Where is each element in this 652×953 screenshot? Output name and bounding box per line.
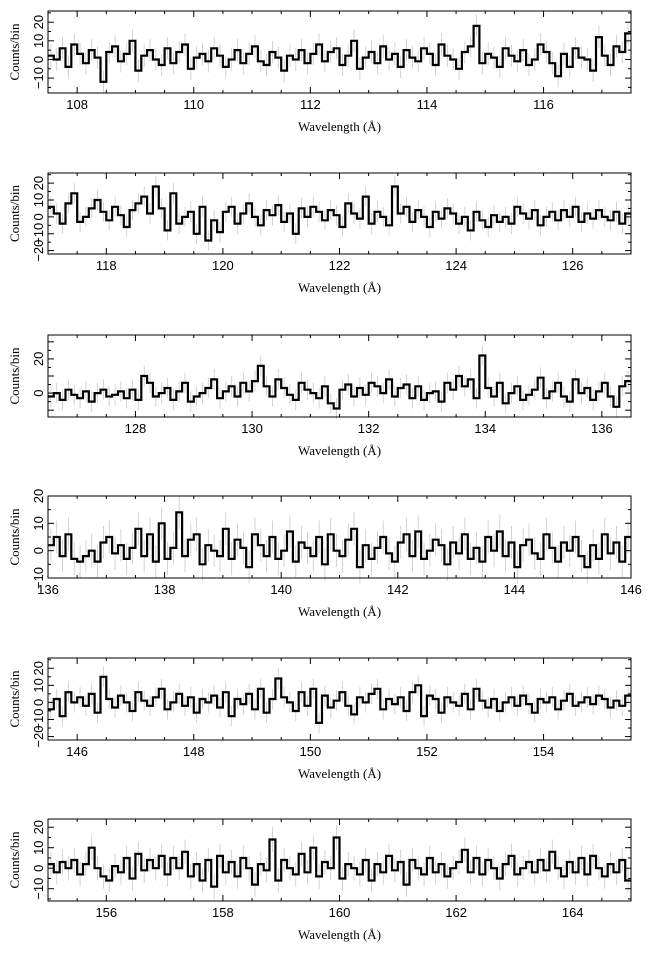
- x-tick-label: 150: [299, 744, 321, 759]
- x-tick-label: 118: [96, 258, 117, 273]
- x-tick-label: 142: [387, 582, 409, 597]
- y-axis-title: Counts/bin: [7, 670, 22, 728]
- x-tick-label: 146: [620, 582, 642, 597]
- x-tick-label: 126: [562, 258, 584, 273]
- x-tick-label: 136: [591, 421, 613, 436]
- x-axis-title: Wavelength (Å): [298, 604, 381, 619]
- x-axis: 118 120 122 124 126: [47, 173, 632, 273]
- x-tick-label: 152: [416, 744, 438, 759]
- panel-2: 118 120 122 124 126 Wavelength (Å) −20−10 0 10 20…: [7, 172, 632, 295]
- x-axis: 146 148 150 152 154: [47, 658, 632, 759]
- panel-4: 136 138 140 142 144 146 Wavelength (Å) −10 0 10 20…: [7, 489, 642, 619]
- x-tick-label: 154: [533, 744, 555, 759]
- x-tick-label: 124: [445, 258, 467, 273]
- y-axis-title: Counts/bin: [7, 508, 22, 566]
- y-axis-title: Counts/bin: [7, 347, 22, 405]
- series-line: [48, 511, 631, 569]
- y-tick-label: 20: [31, 176, 46, 190]
- x-tick-label: 110: [183, 97, 204, 112]
- y-tick-label: 20: [31, 820, 46, 834]
- x-axis: 136 138 140 142 144 146: [37, 496, 642, 597]
- x-axis-title: Wavelength (Å): [298, 119, 381, 134]
- y-axis: −10 0 10 20: [31, 12, 631, 89]
- x-tick-label: 114: [417, 97, 438, 112]
- y-axis: 0 20: [31, 341, 631, 411]
- y-axis-title: Counts/bin: [7, 184, 22, 242]
- x-axis: 128 130 132 134 136: [47, 335, 632, 436]
- panel-6: 156 158 160 162 164 Wavelength (Å) −10 0 10 20 Cou…: [7, 818, 632, 942]
- x-tick-label: 116: [533, 97, 554, 112]
- y-tick-label: −10: [31, 567, 46, 589]
- y-axis: −10 0 10 20: [31, 820, 631, 900]
- y-tick-label: 0: [31, 389, 46, 396]
- x-axis: 108 110 112 114 116: [47, 11, 632, 112]
- y-axis: −20−10 0 10 20: [31, 174, 631, 262]
- y-tick-label: −20: [31, 240, 46, 262]
- x-tick-label: 122: [329, 258, 351, 273]
- x-axis-title: Wavelength (Å): [298, 766, 381, 781]
- x-tick-label: 162: [445, 905, 467, 920]
- y-axis: −20−10 0 10 20: [31, 659, 631, 748]
- x-tick-label: 140: [270, 582, 292, 597]
- x-tick-label: 158: [212, 905, 234, 920]
- x-tick-label: 164: [562, 905, 584, 920]
- y-tick-label: 0: [31, 56, 46, 63]
- y-tick-label: 10: [31, 678, 46, 692]
- y-tick-label: −10: [31, 708, 46, 730]
- series-line: [48, 24, 631, 83]
- panel-1: 108 110 112 114 116 Wavelength (Å) −10 0 10 20 Cou…: [7, 10, 632, 134]
- panel-3: 128 130 132 134 136 Wavelength (Å) 0 20 Counts/b…: [7, 334, 632, 458]
- x-tick-label: 128: [125, 421, 147, 436]
- x-tick-label: 108: [66, 97, 88, 112]
- y-tick-label: 20: [31, 352, 46, 366]
- y-tick-label: −20: [31, 726, 46, 748]
- y-tick-label: 10: [31, 516, 46, 530]
- x-axis-title: Wavelength (Å): [298, 927, 381, 942]
- plot-frame: [47, 172, 632, 255]
- x-tick-label: 156: [95, 905, 117, 920]
- x-axis: 156 158 160 162 164: [47, 819, 632, 920]
- y-tick-label: 0: [31, 547, 46, 554]
- x-tick-label: 160: [329, 905, 351, 920]
- y-axis-title: Counts/bin: [7, 23, 22, 81]
- series-line: [48, 354, 631, 410]
- y-tick-label: 10: [31, 840, 46, 854]
- y-tick-label: −10: [31, 67, 46, 89]
- error-bars: [50, 176, 629, 251]
- y-tick-label: 20: [31, 15, 46, 29]
- panel-5: 146 148 150 152 154 Wavelength (Å) −20−10 0 10 20…: [7, 657, 632, 781]
- y-tick-label: −10: [31, 878, 46, 900]
- x-tick-label: 134: [474, 421, 496, 436]
- x-tick-label: 132: [358, 421, 380, 436]
- y-tick-label: 10: [31, 193, 46, 207]
- y-axis: −10 0 10 20: [31, 489, 631, 589]
- y-axis-title: Counts/bin: [7, 831, 22, 889]
- series-line: [48, 185, 631, 242]
- error-bars: [50, 496, 629, 584]
- x-axis-title: Wavelength (Å): [298, 280, 381, 295]
- y-tick-label: −10: [31, 223, 46, 245]
- x-tick-label: 136: [37, 582, 59, 597]
- x-tick-label: 146: [66, 744, 88, 759]
- x-tick-label: 130: [241, 421, 263, 436]
- y-tick-label: 10: [31, 34, 46, 48]
- series-line: [48, 675, 631, 724]
- x-tick-label: 148: [183, 744, 205, 759]
- x-axis-title: Wavelength (Å): [298, 443, 381, 458]
- x-tick-label: 144: [504, 582, 526, 597]
- y-tick-label: 20: [31, 489, 46, 503]
- x-tick-label: 138: [154, 582, 176, 597]
- series-line: [48, 836, 631, 888]
- y-tick-label: 0: [31, 865, 46, 872]
- y-tick-label: 20: [31, 661, 46, 675]
- x-tick-label: 112: [300, 97, 321, 112]
- x-tick-label: 120: [212, 258, 234, 273]
- y-tick-label: 0: [31, 213, 46, 220]
- y-tick-label: 0: [31, 699, 46, 706]
